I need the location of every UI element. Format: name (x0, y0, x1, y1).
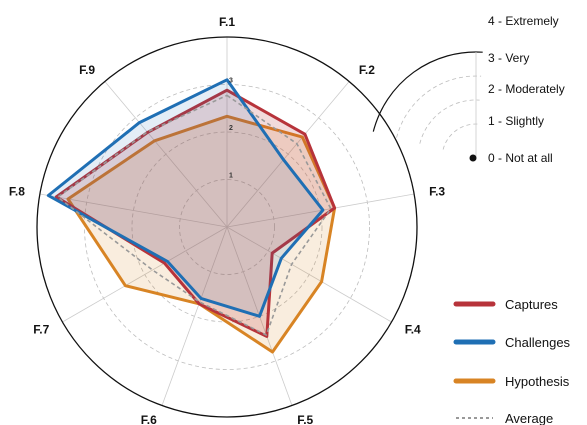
axis-label-f-5: F.5 (297, 413, 313, 425)
axis-label-f-3: F.3 (429, 184, 445, 198)
scale-label-0: 4 - Extremely (488, 14, 559, 28)
scale-arc-3 (397, 76, 482, 138)
axis-label-f-4: F.4 (405, 323, 421, 337)
scale-arc-1 (443, 124, 478, 149)
radial-tick-1: 1 (229, 173, 233, 180)
axis-label-f-9: F.9 (79, 63, 95, 77)
axis-label-f-2: F.2 (359, 63, 375, 77)
series-legend: Captures Challenges Hypothesis Average (456, 297, 571, 425)
legend-label-challenges: Challenges (505, 335, 571, 350)
scale-legend: 4 - Extremely 3 - Very 2 - Moderately 1 - S… (373, 14, 564, 165)
radial-tick-3: 3 (229, 78, 233, 85)
axis-label-f-6: F.6 (141, 413, 157, 425)
scale-label-4: 0 - Not at all (488, 151, 553, 165)
axis-label-f-8: F.8 (9, 184, 25, 198)
scale-label-1: 3 - Very (488, 51, 529, 65)
scale-origin-dot (470, 155, 477, 162)
legend-label-average: Average (505, 411, 553, 425)
axis-label-f-1: F.1 (219, 15, 235, 29)
legend-label-captures: Captures (505, 297, 558, 312)
scale-label-3: 1 - Slightly (488, 114, 544, 128)
radar-series (48, 80, 334, 352)
legend-label-hypothesis: Hypothesis (505, 374, 570, 389)
axis-label-f-7: F.7 (33, 323, 49, 337)
scale-label-2: 2 - Moderately (488, 82, 565, 96)
radial-tick-2: 2 (229, 125, 233, 132)
